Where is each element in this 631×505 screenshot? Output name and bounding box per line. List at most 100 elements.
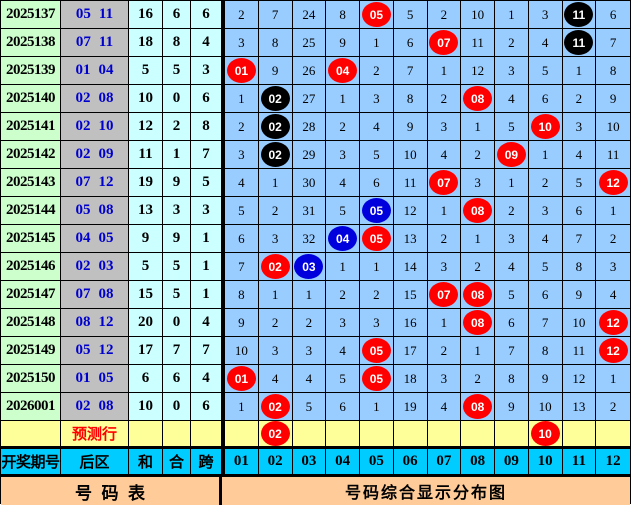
draw-row: 2025144 05 08 13 3 3 5 2 31 5 05 12 1 08 2 3 6 1 [1, 197, 630, 225]
header-number-row: 01 02 03 04 05 06 07 08 09 10 11 12 [222, 449, 630, 474]
miss-count-cell: 9 [225, 309, 259, 336]
number-ball: 09 [496, 142, 526, 167]
number-ball: 12 [598, 310, 628, 335]
miss-count-cell: 4 [528, 225, 563, 252]
miss-count-cell: 4 [528, 29, 563, 56]
miss-count-cell: 8 [258, 29, 293, 56]
miss-count-cell: 19 [393, 393, 428, 420]
tail-cell: 5 [163, 57, 191, 84]
header-period: 开奖期号 [1, 449, 61, 474]
ball-cell: 07 [427, 169, 462, 196]
draw-row: 2025150 01 05 6 6 4 01 4 4 5 05 18 3 2 8 9 12 1 [1, 365, 630, 393]
span-cell: 4 [191, 309, 222, 336]
back-number: 07 [75, 174, 91, 190]
draw-row: 2025147 07 08 15 5 1 8 1 1 2 2 15 07 08 5 6 9 4 [1, 281, 630, 309]
span-cell: 6 [191, 393, 222, 420]
number-ball: 05 [361, 2, 391, 27]
number-ball: 08 [463, 198, 493, 223]
back-zone-cell: 07 11 [61, 29, 129, 56]
miss-count-cell: 31 [292, 197, 327, 224]
span-cell: 6 [191, 85, 222, 112]
miss-count-cell: 11 [562, 337, 597, 364]
miss-count-cell: 4 [326, 169, 360, 196]
miss-count-cell: 1 [427, 309, 462, 336]
miss-count-cell: 4 [427, 393, 462, 420]
ball-cell: 12 [596, 337, 630, 364]
miss-count-cell: 7 [528, 309, 563, 336]
back-zone-cell: 02 08 [61, 393, 129, 420]
prediction-sum-cell [129, 421, 163, 446]
number-ball: 08 [463, 310, 493, 335]
prediction-tail-cell [163, 421, 191, 446]
miss-count-cell: 10 [562, 309, 597, 336]
tail-cell: 9 [163, 225, 191, 252]
span-cell: 8 [191, 113, 222, 140]
back-number: 05 [75, 342, 91, 358]
period-cell: 2025143 [1, 169, 61, 196]
miss-count-cell: 18 [393, 365, 428, 392]
miss-count-cell: 30 [292, 169, 327, 196]
span-cell: 5 [191, 169, 222, 196]
miss-count-cell: 3 [495, 225, 529, 252]
miss-count-cell: 5 [495, 281, 529, 308]
miss-count-cell: 5 [562, 169, 597, 196]
prediction-empty-cell [427, 421, 462, 446]
back-number: 02 [75, 146, 91, 162]
number-ball: 11 [564, 30, 594, 55]
header-number: 05 [360, 449, 394, 474]
back-zone-cell: 05 12 [61, 337, 129, 364]
header-number: 01 [225, 449, 259, 474]
ball-cell: 02 [258, 113, 293, 140]
miss-count-cell: 4 [292, 365, 327, 392]
miss-count-cell: 6 [326, 393, 360, 420]
tail-cell: 0 [163, 309, 191, 336]
number-grid: 2 7 24 8 05 5 2 10 1 3 11 6 [222, 1, 630, 28]
miss-count-cell: 27 [292, 85, 327, 112]
miss-count-cell: 1 [562, 57, 597, 84]
ball-cell: 05 [360, 365, 394, 392]
number-ball: 02 [260, 114, 290, 139]
number-ball: 10 [530, 421, 560, 446]
header-number: 12 [596, 449, 630, 474]
miss-count-cell: 2 [596, 393, 630, 420]
miss-count-cell: 1 [596, 365, 630, 392]
tail-cell: 6 [163, 1, 191, 28]
back-number: 07 [75, 286, 91, 302]
miss-count-cell: 2 [427, 1, 462, 28]
miss-count-cell: 1 [528, 141, 563, 168]
miss-count-cell: 4 [258, 365, 293, 392]
number-grid: 5 2 31 5 05 12 1 08 2 3 6 1 [222, 197, 630, 224]
number-ball: 03 [294, 254, 324, 279]
miss-count-cell: 3 [427, 365, 462, 392]
period-cell: 2025150 [1, 365, 61, 392]
miss-count-cell: 1 [495, 1, 529, 28]
miss-count-cell: 4 [427, 141, 462, 168]
ball-cell: 09 [495, 141, 529, 168]
miss-count-cell: 3 [225, 141, 259, 168]
miss-count-cell: 9 [562, 281, 597, 308]
miss-count-cell: 7 [258, 1, 293, 28]
prediction-ball-cell: 02 [258, 421, 293, 446]
miss-count-cell: 9 [495, 393, 529, 420]
prediction-label-cell: 预测行 [61, 421, 129, 446]
sum-cell: 10 [129, 85, 163, 112]
sum-cell: 18 [129, 29, 163, 56]
number-grid: 4 1 30 4 6 11 07 3 1 2 5 12 [222, 169, 630, 196]
miss-count-cell: 6 [225, 225, 259, 252]
number-ball: 04 [328, 58, 358, 83]
period-cell: 2025141 [1, 113, 61, 140]
miss-count-cell: 2 [326, 281, 360, 308]
miss-count-cell: 5 [393, 1, 428, 28]
back-number: 09 [98, 146, 114, 162]
sum-cell: 20 [129, 309, 163, 336]
sum-cell: 5 [129, 253, 163, 280]
miss-count-cell: 1 [461, 337, 495, 364]
prediction-empty-cell [596, 421, 630, 446]
back-number: 12 [98, 314, 114, 330]
back-zone-cell: 02 08 [61, 85, 129, 112]
miss-count-cell: 9 [596, 85, 630, 112]
miss-count-cell: 1 [495, 169, 529, 196]
draw-row: 2025148 08 12 20 0 4 9 2 2 3 3 16 1 08 6 7 10 12 [1, 309, 630, 337]
number-grid: 7 02 03 1 1 14 3 2 4 5 8 3 [222, 253, 630, 280]
miss-count-cell: 24 [292, 1, 327, 28]
